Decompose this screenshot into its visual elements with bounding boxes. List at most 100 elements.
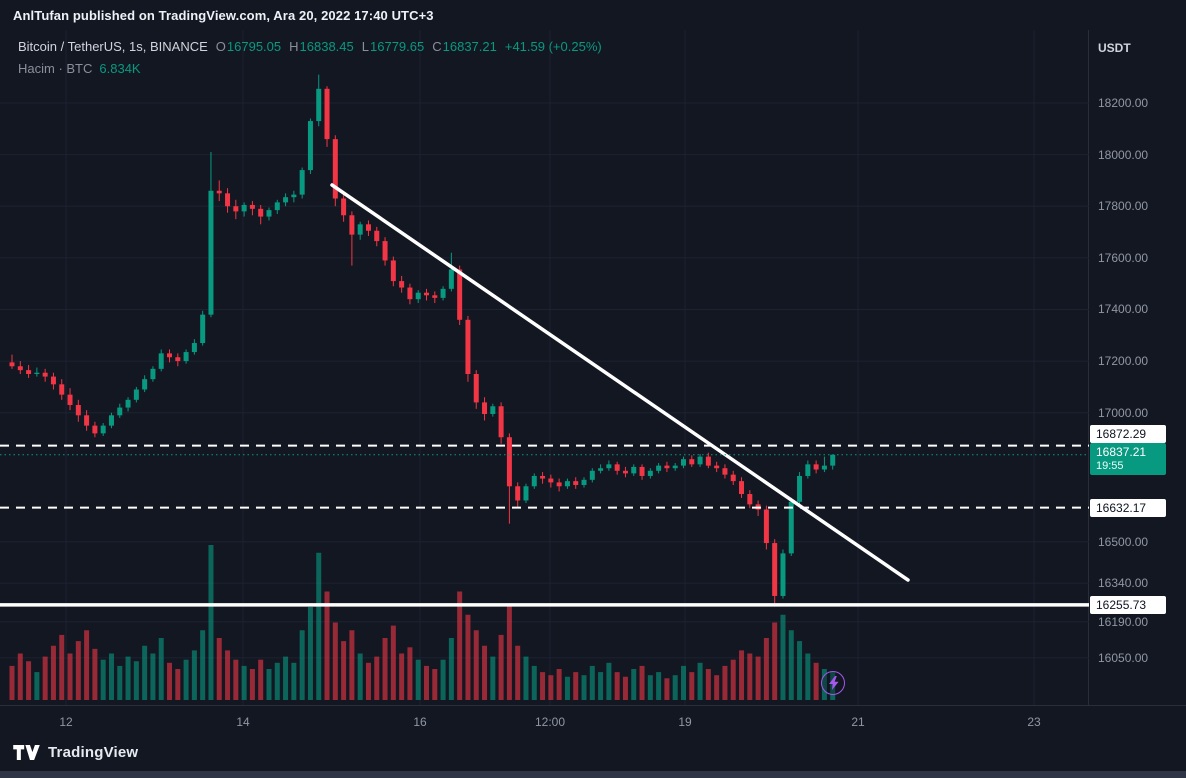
volume-bar — [424, 665, 429, 700]
chart-area: Bitcoin / TetherUS, 1s, BINANCE O 16795.0… — [0, 30, 1186, 705]
volume-bar — [324, 591, 330, 700]
candle-body — [208, 190, 214, 315]
volume-bar — [399, 653, 405, 700]
volume-bar — [631, 669, 637, 700]
candle-body — [622, 470, 628, 474]
candle-body — [92, 425, 98, 434]
candle-body — [75, 404, 81, 416]
volume-bar — [647, 675, 653, 700]
candle-body — [274, 202, 280, 211]
volume-bar — [175, 669, 181, 700]
candle-body — [548, 478, 554, 483]
volume-bar — [299, 630, 305, 700]
volume-bar — [788, 630, 794, 700]
candle-body — [515, 486, 521, 501]
candle-body — [390, 260, 396, 282]
volume-bar — [274, 662, 280, 700]
high-pair: H 16838.45 — [289, 39, 354, 54]
close-value: 16837.21 — [442, 39, 497, 54]
volume-bar — [291, 662, 297, 700]
volume-label: Hacim · BTC — [18, 61, 93, 76]
candle-body — [59, 384, 65, 395]
candle-body — [26, 370, 32, 375]
volume-bar — [813, 662, 819, 700]
volume-bar — [216, 638, 222, 700]
candle-body — [108, 415, 114, 426]
price-tick: 16190.00 — [1098, 614, 1149, 629]
volume-bar — [84, 630, 90, 700]
volume-bar — [167, 662, 173, 700]
trendline[interactable] — [330, 183, 910, 582]
volume-bar — [283, 656, 289, 700]
bottom-scrollbar[interactable] — [0, 770, 1186, 778]
volume-bar — [432, 669, 438, 700]
candle-body — [374, 230, 380, 242]
tradingview-logo-text: TradingView — [48, 744, 139, 761]
volume-bar — [805, 653, 811, 700]
volume-bar — [573, 672, 579, 700]
symbol-title[interactable]: Bitcoin / TetherUS, 1s, BINANCE — [18, 39, 208, 54]
time-tick: 21 — [851, 715, 865, 729]
candle-body — [307, 121, 313, 171]
tradingview-logo[interactable]: TradingView — [13, 744, 138, 761]
volume-bar — [241, 665, 247, 700]
volume-bar — [531, 665, 537, 700]
volume-bar — [17, 653, 23, 700]
candle-body — [316, 88, 322, 122]
candle-body — [813, 464, 819, 470]
change-value: +41.59 (+0.25%) — [504, 39, 602, 54]
candle-body — [167, 353, 173, 358]
open-value: 16795.05 — [226, 39, 282, 54]
volume-bar — [680, 665, 686, 700]
flash-icon[interactable] — [821, 671, 845, 695]
candle-body — [34, 372, 40, 375]
volume-bar — [42, 656, 48, 700]
chart-plot[interactable]: Bitcoin / TetherUS, 1s, BINANCE O 16795.0… — [0, 30, 1089, 705]
candle-body — [158, 353, 164, 369]
candle-body — [415, 292, 421, 300]
candle-body — [763, 509, 769, 544]
candle-body — [730, 474, 736, 482]
current-price-label: 16837.21 19:55 — [1090, 442, 1166, 475]
ohlc-row: Bitcoin / TetherUS, 1s, BINANCE O 16795.0… — [18, 39, 602, 54]
high-value: 16838.45 — [299, 39, 354, 54]
candle-body — [490, 406, 496, 415]
volume-bar — [714, 675, 720, 700]
candle-body — [830, 454, 836, 466]
volume-bar — [747, 653, 753, 700]
volume-row: Hacim · BTC 6.834K — [18, 61, 602, 76]
candle-body — [722, 468, 728, 475]
candle-body — [382, 241, 388, 261]
candle-body — [258, 208, 264, 217]
candle-body — [821, 465, 827, 470]
volume-bar — [249, 669, 255, 700]
low-label: L — [361, 39, 369, 54]
candle-body — [664, 465, 670, 469]
volume-bar — [772, 622, 778, 700]
volume-bar — [200, 630, 206, 700]
candle-body — [797, 475, 803, 502]
chart-svg[interactable] — [0, 30, 1089, 705]
price-tick: 18200.00 — [1098, 96, 1149, 110]
volume-value: 6.834K — [99, 61, 141, 76]
open-pair: O 16795.05 — [216, 39, 281, 54]
volume-bar — [9, 665, 15, 700]
volume-bar — [233, 659, 239, 700]
publish-text: AnlTufan published on TradingView.com, A… — [13, 7, 434, 23]
volume-bar — [191, 650, 197, 700]
candle-body — [697, 456, 703, 465]
price-axis[interactable]: USDT 18200.00 18000.00 17800.00 17600.00 174… — [1089, 30, 1186, 705]
candle-body — [457, 269, 463, 320]
candle-body — [581, 479, 587, 485]
price-tick: 18000.00 — [1098, 147, 1149, 162]
volume-bar — [50, 645, 56, 700]
volume-bar — [482, 645, 488, 700]
time-tick: 12:00 — [534, 715, 566, 729]
volume-bar — [705, 669, 711, 700]
candle-body — [614, 464, 620, 471]
time-axis[interactable]: 12 14 16 12:00 19 21 23 — [0, 705, 1186, 735]
price-tick: 17000.00 — [1098, 405, 1149, 420]
candle-body — [656, 465, 662, 471]
volume-bar — [158, 638, 164, 700]
candle-body — [324, 88, 330, 140]
